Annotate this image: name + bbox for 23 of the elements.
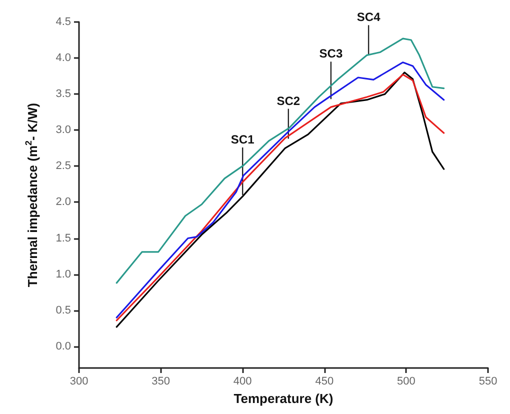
x-tick-label: 500 [397,376,416,388]
x-tick-label: 350 [152,376,170,388]
y-tick-label: 4.0 [56,52,71,64]
y-tick-label: 0.0 [56,340,71,352]
annotation: SC4 [356,10,381,24]
y-tick-label: 1.0 [56,268,71,280]
x-tick-label: 550 [478,376,498,388]
y-tick-label: 2.0 [56,196,71,208]
line-series [116,38,445,284]
y-tick-label: 1.5 [56,232,71,244]
x-axis-title: Temperature (K) [234,390,334,406]
x-tick-label: 300 [70,376,88,388]
annotation: SC2 [276,94,300,108]
x-tick-label: 400 [233,376,252,388]
x-tick-label: 450 [315,376,334,388]
y-axis-title: Thermal impedance (m2- K/W) [24,102,40,288]
annotation: SC3 [319,46,343,61]
y-tick-label: 0.5 [56,304,71,316]
y-tick-label: 3.5 [56,88,71,100]
y-tick-label: 4.5 [56,16,71,28]
annotation: SC1 [230,132,255,146]
y-tick-label: 2.5 [56,160,71,172]
y-tick-label: 3.0 [56,124,71,136]
